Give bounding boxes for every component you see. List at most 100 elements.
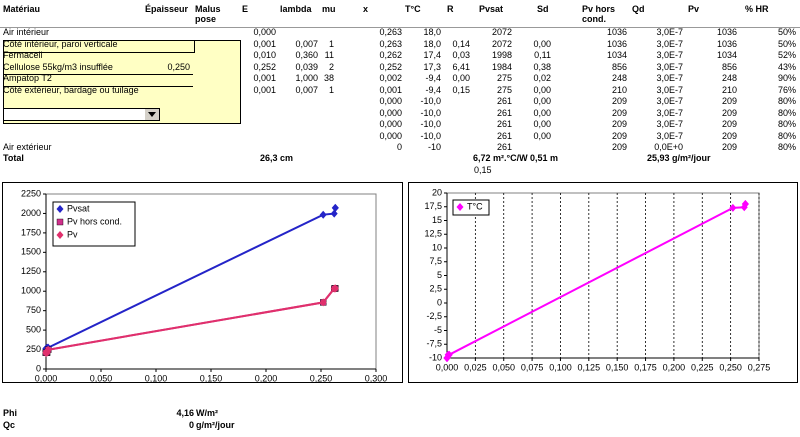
- cell: 0,263: [379, 27, 402, 37]
- cell: 209: [721, 130, 737, 141]
- cell: -9,4: [425, 73, 441, 83]
- y-tick-label: 750: [26, 305, 41, 315]
- unit: W/m²: [196, 408, 218, 418]
- cell: 0,010: [253, 50, 276, 60]
- cell: 209: [721, 107, 737, 118]
- cell: 3,0E-7: [656, 84, 683, 95]
- x-tick-label: 0,000: [35, 373, 58, 382]
- cell: Air extérieur: [3, 142, 52, 152]
- y-tick-label: 0: [36, 363, 41, 373]
- cell: 80%: [777, 130, 796, 141]
- cell: 261: [496, 96, 512, 106]
- value: 0: [188, 420, 194, 430]
- data-point: [729, 203, 737, 212]
- cell: 0,250: [167, 61, 190, 72]
- cell: 52%: [777, 50, 796, 60]
- cell: 18,0: [423, 27, 441, 37]
- cell: Air intérieur: [3, 27, 50, 37]
- total-cell: Total: [3, 153, 24, 163]
- cell: 0,02: [533, 73, 551, 83]
- cell: 1034: [606, 50, 627, 60]
- cell: 0,000: [379, 107, 402, 118]
- y-tick-label: 1750: [21, 227, 41, 237]
- cell: 0,0E+0: [654, 142, 683, 152]
- data-point: [319, 210, 327, 219]
- cell: 1,000: [295, 73, 318, 83]
- legend-label: T°C: [467, 201, 483, 211]
- x-tick-label: 0,300: [365, 373, 388, 382]
- cell: 18,0: [423, 38, 441, 49]
- x-tick-label: 0,050: [90, 373, 113, 382]
- cell: Cellulose 55kg/m3 insufflée: [3, 61, 113, 72]
- cell: 0,263: [379, 38, 402, 49]
- legend-marker: [456, 203, 464, 211]
- column-header: T°C: [405, 4, 421, 14]
- y-tick-label: 7,5: [429, 256, 442, 266]
- column-header: x: [363, 4, 369, 14]
- label: Qc: [3, 420, 16, 430]
- x-tick-label: 0,175: [634, 362, 657, 372]
- cell: 261: [496, 107, 512, 118]
- x-tick-label: 0,250: [719, 362, 742, 372]
- legend: [452, 199, 490, 216]
- cell: 209: [611, 107, 627, 118]
- column-header: E: [242, 4, 249, 14]
- legend: [52, 201, 136, 247]
- column-header: Pv: [688, 4, 700, 14]
- legend-marker: [56, 231, 64, 239]
- column-header: Pvsat: [479, 4, 504, 14]
- data-point: [42, 348, 50, 357]
- x-tick-label: 0,125: [578, 362, 601, 372]
- total-cell: 26,3 cm: [260, 153, 294, 163]
- cell: 0,252: [379, 61, 402, 72]
- cell: 261: [496, 142, 512, 152]
- cell: 0,360: [295, 50, 318, 60]
- data-point: [330, 284, 338, 293]
- cell: 0,002: [379, 73, 402, 83]
- cell: 1036: [716, 27, 737, 37]
- x-tick-label: 0,050: [492, 362, 515, 372]
- x-tick-label: 0,250: [310, 373, 333, 382]
- cell: 3,0E-7: [656, 27, 683, 37]
- cell: 3,0E-7: [656, 119, 683, 129]
- column-header: % HR: [745, 4, 769, 14]
- cell: 17,3: [423, 61, 441, 72]
- cell: 6,41: [452, 61, 470, 72]
- data-point: [331, 203, 339, 212]
- cell: 1034: [716, 50, 737, 60]
- dropdown-button[interactable]: [145, 109, 159, 120]
- column-header: Épaisseur: [145, 4, 189, 14]
- cell: 1: [328, 84, 334, 95]
- cell: -10: [427, 142, 441, 152]
- cell: 0,001: [253, 73, 276, 83]
- dropdown-arrow: [148, 112, 156, 117]
- cell-outline: [3, 74, 193, 87]
- cell: 3,0E-7: [656, 130, 683, 141]
- material-dropdown[interactable]: [3, 108, 160, 121]
- cell: 90%: [777, 73, 796, 83]
- cell: 80%: [777, 96, 796, 106]
- cell: 2072: [491, 38, 512, 49]
- column-header: lambda: [280, 4, 312, 14]
- cell: 275: [496, 84, 512, 95]
- column-header: mu: [322, 4, 336, 14]
- legend-marker: [56, 218, 64, 226]
- y-tick-label: 500: [26, 324, 41, 334]
- cell: 856: [721, 61, 737, 72]
- total-cell: 25,93 g/m²/jour: [647, 153, 711, 163]
- y-tick-label: 250: [26, 344, 41, 354]
- legend-marker: [56, 205, 64, 213]
- cell: 0,00: [452, 73, 470, 83]
- column-header: Sd: [537, 4, 549, 14]
- header-row-line: [0, 27, 800, 28]
- cell: 2: [328, 61, 334, 72]
- cell: 2072: [491, 27, 512, 37]
- cell: 76%: [777, 84, 796, 95]
- x-tick-label: 0,200: [255, 373, 278, 382]
- cell: 0,03: [452, 50, 470, 60]
- cell: 50%: [777, 27, 796, 37]
- cell: 0,039: [295, 61, 318, 72]
- cell: 0,11: [534, 50, 551, 60]
- cell: -9,4: [425, 84, 441, 95]
- cell: -10,0: [420, 96, 441, 106]
